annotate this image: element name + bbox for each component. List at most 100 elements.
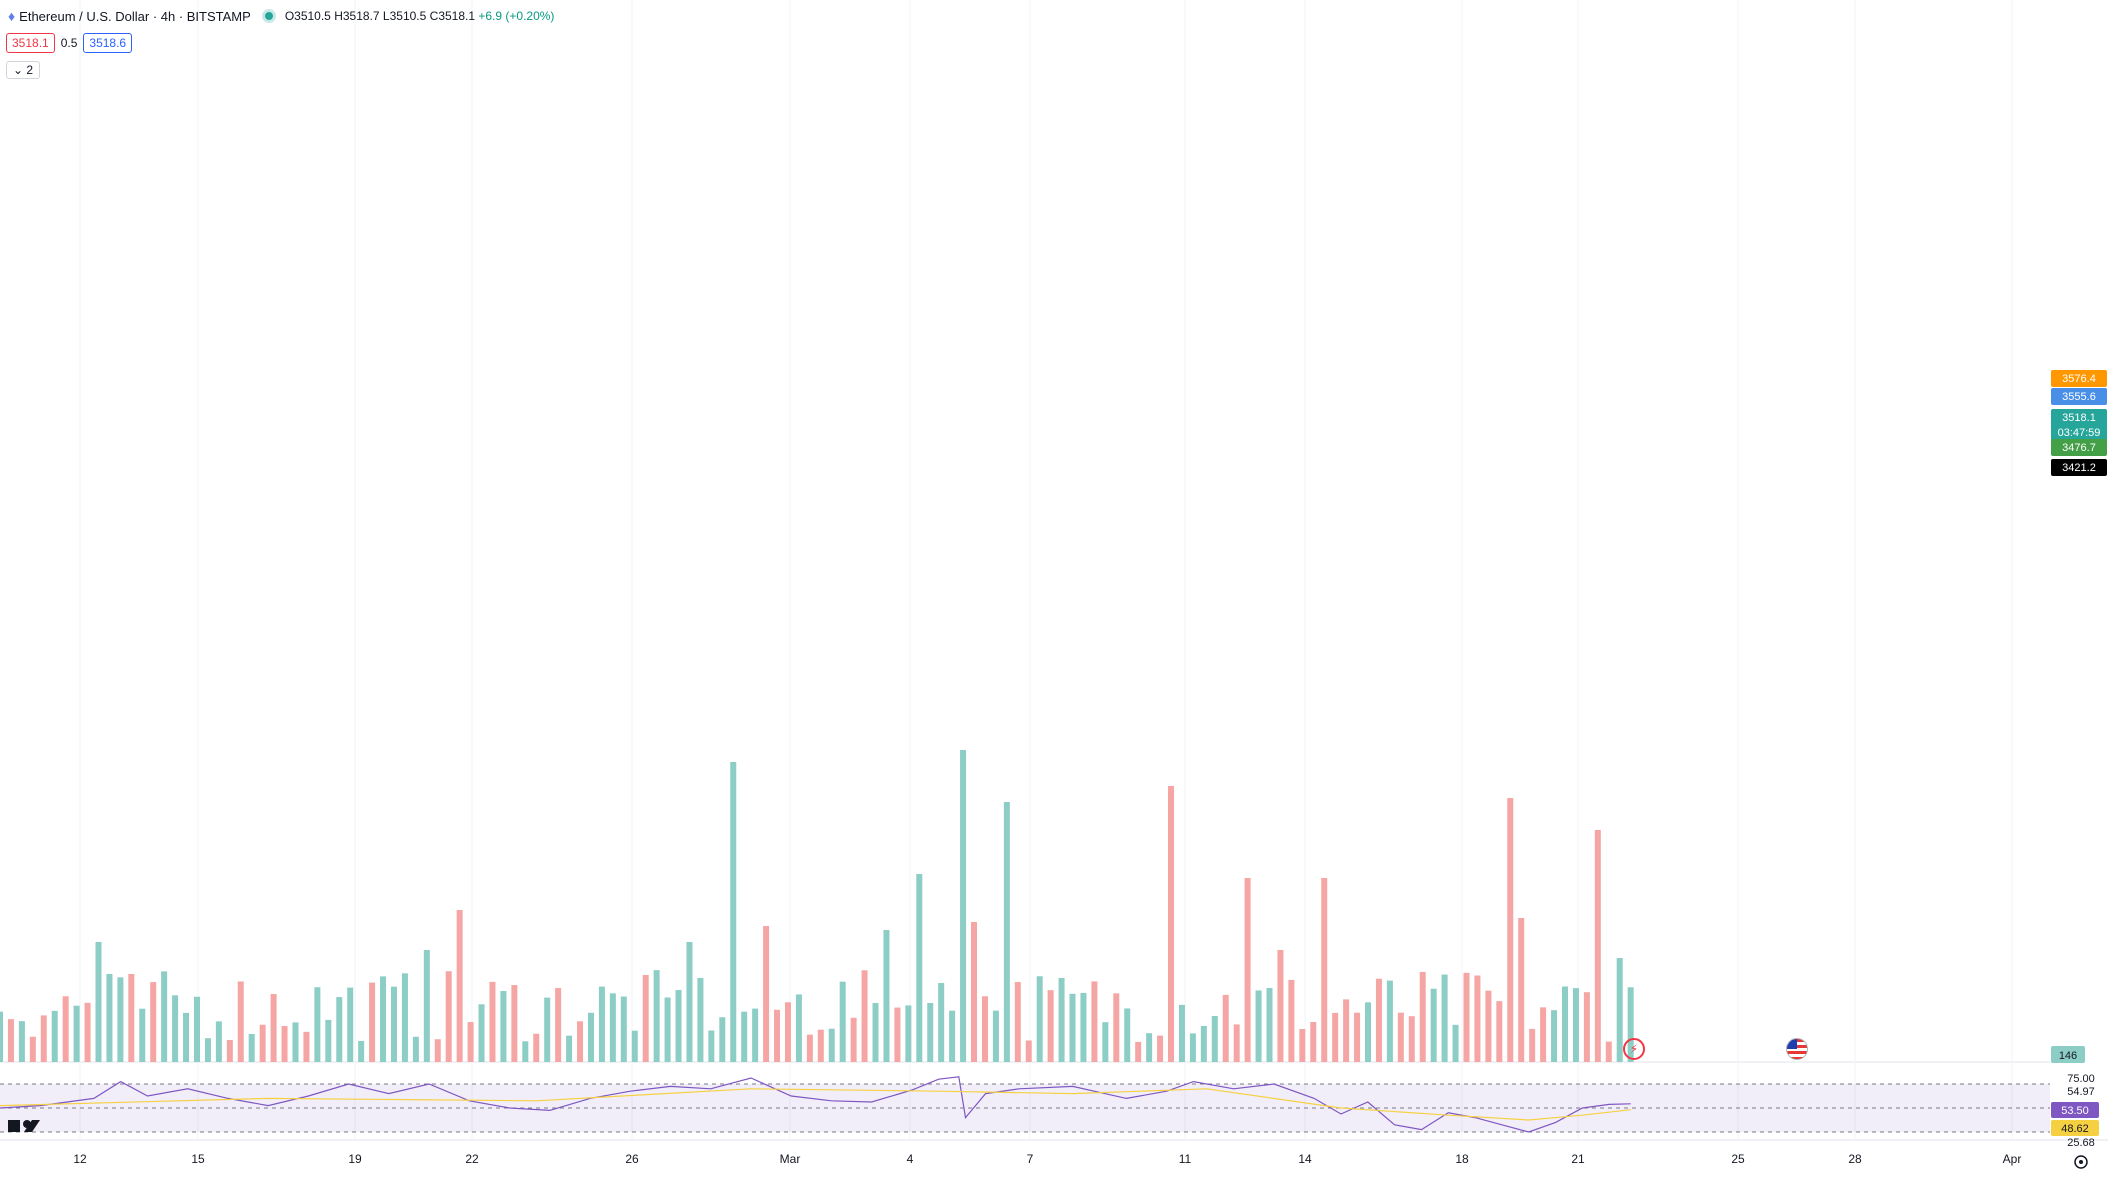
indicators-toggle-button[interactable]: ⌄ 2 [6,61,41,79]
chart-header: ♦ Ethereum / U.S. Dollar · 4h · BITSTAMP… [8,6,554,26]
volume-bar [336,997,343,1062]
volume-bar [960,750,967,1062]
symbol-title[interactable]: Ethereum / U.S. Dollar · 4h · BITSTAMP [19,8,251,24]
volume-bar [1025,1040,1032,1062]
time-tick-label: Apr [2003,1152,2022,1166]
volume-bar [117,977,124,1062]
volume-bar [1277,950,1284,1062]
volume-bar [172,995,179,1062]
volume-bar [609,993,616,1062]
rsi-ma-line[interactable] [0,1088,1631,1121]
axis-price-badge [2051,459,2107,476]
rsi-line[interactable] [0,1076,1631,1133]
volume-bar [1452,1024,1459,1062]
volume-bar [215,1021,222,1062]
volume-bar [971,922,978,1062]
rsi-axis-badge [2051,1120,2099,1136]
volume-bar [1211,1015,1218,1062]
volume-bar [1189,1033,1196,1062]
volume-bar [850,1017,857,1062]
volume-bar [675,990,682,1062]
volume-bar [204,1038,211,1062]
volume-bar [741,1011,748,1062]
time-tick-label: 4 [907,1152,914,1166]
volume-bar [29,1036,36,1062]
volume-bar [1365,1002,1371,1062]
volume-bar [1244,878,1251,1062]
volume-bar [883,930,890,1062]
volume-bar [577,1021,584,1062]
volume-bar [139,1008,146,1062]
volume-series [0,750,1634,1062]
time-tick-label: 12 [73,1152,87,1166]
time-tick-label: 22 [465,1152,479,1166]
volume-bar [1627,987,1634,1062]
volume-bar [872,1003,879,1062]
axis-badge-label: 3421.2 [2062,462,2096,474]
time-tick-label: Mar [780,1152,801,1166]
axis-price-badge [2051,439,2107,456]
indicators-count: 2 [26,63,34,77]
volume-bar [511,985,518,1062]
rsi-tick-label: 54.97 [2067,1086,2095,1098]
ohlc-values: O3510.5 H3518.7 L3510.5 C3518.1 +6.9 (+0… [285,9,555,23]
volume-bar [193,996,200,1062]
volume-bar [183,1012,190,1062]
volume-bar [0,1011,3,1062]
volume-bar [1266,987,1273,1062]
volume-bar [598,986,605,1062]
time-tick-label: 15 [191,1152,205,1166]
volume-bar [292,1022,299,1062]
volume-bar [664,997,671,1062]
volume-bar [1069,993,1076,1062]
volume-bar [150,982,157,1062]
buy-price-button[interactable]: 3518.6 [83,33,133,53]
rsi-tick-label: 25.68 [2067,1137,2095,1149]
volume-bar [894,1007,901,1062]
volume-bar [478,1004,485,1062]
bolt-icon[interactable]: ⚡ [1623,1038,1645,1060]
sell-price-button[interactable]: 3518.1 [6,33,55,53]
volume-bar [456,910,463,1062]
volume-axis-badge [2051,1046,2085,1063]
volume-bar [314,987,321,1062]
volume-bar [40,1015,47,1062]
volume-bar [1332,1012,1339,1062]
volume-bar [1441,974,1448,1062]
volume-bar [1178,1004,1185,1062]
volume-bar [806,1034,813,1062]
volume-bar [1222,994,1229,1062]
volume-bar [1146,1033,1153,1062]
volume-bar [18,1021,25,1062]
close-value: C3518.1 [429,9,476,23]
us-flag-icon[interactable] [1786,1038,1808,1060]
gridlines [79,0,2013,1140]
volume-bar [1354,1012,1361,1062]
volume-bar [533,1033,540,1062]
change-value: +6.9 (+0.20%) [478,9,555,23]
volume-bar [281,1026,288,1062]
volume-bar [106,974,113,1062]
volume-bar [401,973,408,1062]
low-value: L3510.5 [382,9,427,23]
volume-bar [752,1008,759,1062]
volume-bar [861,970,868,1062]
volume-bar [916,874,923,1062]
volume-bar [544,997,551,1062]
volume-bar [1485,990,1492,1062]
rsi-axis-badge-label: 53.50 [2061,1105,2089,1117]
volume-bar [817,1029,824,1062]
volume-bar [1014,982,1021,1062]
high-value: H3518.7 [334,9,380,23]
volume-bar [390,986,397,1062]
volume-axis-label: 146 [2059,1050,2077,1062]
volume-bar [84,1002,91,1062]
volume-bar [259,1024,266,1062]
gear-icon[interactable] [2074,1155,2088,1169]
price-axis-background[interactable] [2050,0,2108,1180]
volume-bar [555,988,562,1062]
volume-bar [380,976,387,1062]
volume-bar [51,1010,58,1062]
volume-bar [631,1030,638,1062]
